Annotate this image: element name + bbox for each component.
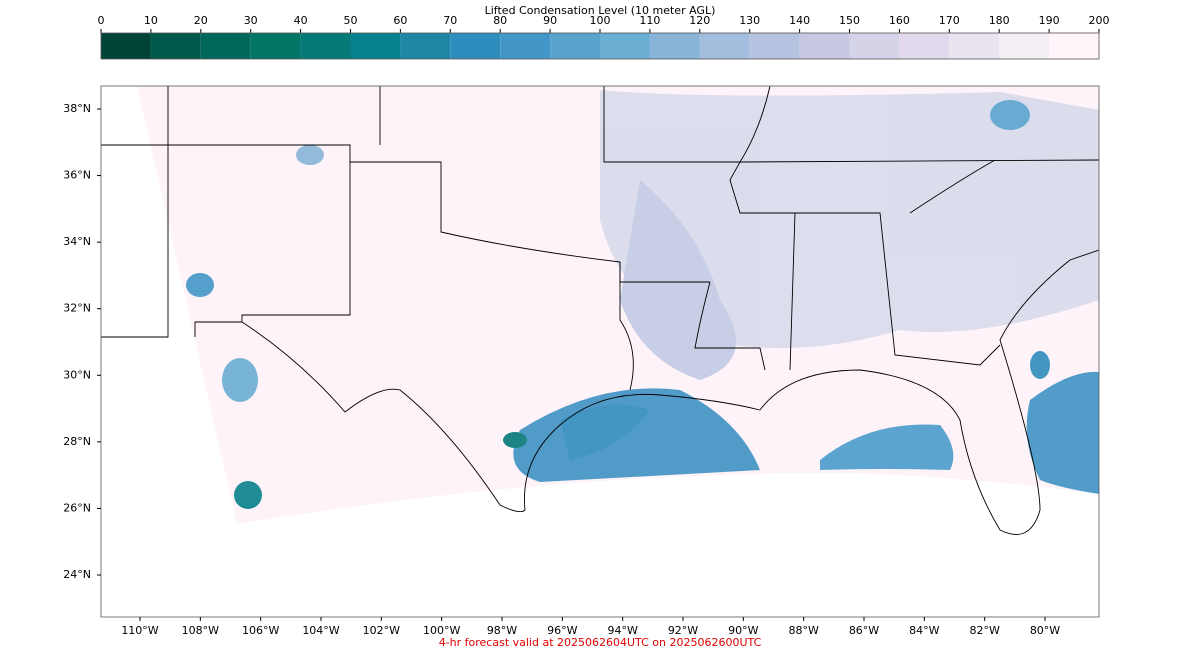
- latitude-label: 24°N: [63, 568, 91, 581]
- colorbar: 0 10 20 30 40 50 60 70 80 90 100 110 120 130 140 150 160…: [98, 14, 1110, 59]
- tick-label: 190: [1039, 14, 1060, 27]
- color-swatch: [949, 33, 1000, 59]
- color-swatch: [250, 33, 301, 59]
- tick-label: 20: [194, 14, 208, 27]
- tick-label: 10: [144, 14, 158, 27]
- tick-label: 30: [244, 14, 258, 27]
- state-borders: [101, 86, 1099, 535]
- color-swatch: [799, 33, 850, 59]
- tick-label: 180: [989, 14, 1010, 27]
- longitude-label: 106°W: [242, 624, 279, 637]
- color-swatch: [300, 33, 351, 59]
- longitude-labels: 110°W 108°W 106°W 104°W 102°W 100°W 98°W 96°W 94…: [121, 617, 1060, 637]
- tick-label: 140: [789, 14, 810, 27]
- color-swatch: [999, 33, 1050, 59]
- longitude-label: 98°W: [487, 624, 517, 637]
- latitude-label: 32°N: [63, 302, 91, 315]
- latitude-labels: 38°N 36°N 34°N 32°N 30°N 28°N 26°N 24°N: [63, 102, 101, 581]
- longitude-label: 100°W: [423, 624, 460, 637]
- tick-label: 40: [294, 14, 308, 27]
- color-swatch: [849, 33, 900, 59]
- latitude-label: 38°N: [63, 102, 91, 115]
- color-swatch: [500, 33, 551, 59]
- longitude-label: 102°W: [363, 624, 400, 637]
- tick-label: 90: [543, 14, 557, 27]
- field-shading: [186, 90, 1099, 509]
- colorbar-title: Lifted Condensation Level (10 meter AGL): [485, 4, 716, 17]
- latitude-label: 34°N: [63, 235, 91, 248]
- tick-label: 80: [493, 14, 507, 27]
- latitude-label: 30°N: [63, 368, 91, 381]
- longitude-label: 92°W: [668, 624, 698, 637]
- color-swatch: [150, 33, 201, 59]
- longitude-label: 104°W: [302, 624, 339, 637]
- color-swatch: [649, 33, 700, 59]
- map-frame: [100, 85, 1100, 618]
- color-swatch: [699, 33, 750, 59]
- color-swatch: [600, 33, 650, 59]
- tick-label: 100: [590, 14, 611, 27]
- tick-label: 200: [1089, 14, 1110, 27]
- tick-label: 60: [393, 14, 407, 27]
- latitude-label: 28°N: [63, 435, 91, 448]
- longitude-label: 96°W: [547, 624, 577, 637]
- longitude-label: 88°W: [788, 624, 818, 637]
- tick-label: 70: [443, 14, 457, 27]
- colorbar-frame: [100, 32, 1100, 60]
- color-swatch: [1049, 33, 1099, 59]
- latitude-label: 26°N: [63, 501, 91, 514]
- tick-label: 110: [639, 14, 660, 27]
- tick-label: 170: [939, 14, 960, 27]
- forecast-caption: 4-hr forecast valid at 2025062604UTC on …: [439, 636, 762, 649]
- longitude-label: 86°W: [849, 624, 879, 637]
- color-swatch: [400, 33, 451, 59]
- longitude-label: 80°W: [1030, 624, 1060, 637]
- longitude-label: 110°W: [121, 624, 158, 637]
- tick-label: 160: [889, 14, 910, 27]
- color-swatch: [450, 33, 501, 59]
- color-swatch: [749, 33, 800, 59]
- longitude-label: 84°W: [909, 624, 939, 637]
- longitude-label: 82°W: [969, 624, 999, 637]
- latitude-label: 36°N: [63, 169, 91, 182]
- color-swatch: [101, 33, 151, 59]
- color-swatch: [550, 33, 600, 59]
- tick-label: 50: [344, 14, 358, 27]
- color-swatch: [899, 33, 950, 59]
- longitude-label: 90°W: [728, 624, 758, 637]
- color-swatch: [200, 33, 251, 59]
- color-swatch: [350, 33, 401, 59]
- tick-label: 150: [839, 14, 860, 27]
- tick-label: 130: [739, 14, 760, 27]
- tick-label: 0: [98, 14, 105, 27]
- longitude-label: 94°W: [607, 624, 637, 637]
- tick-label: 120: [689, 14, 710, 27]
- longitude-label: 108°W: [182, 624, 219, 637]
- map: [100, 85, 1100, 618]
